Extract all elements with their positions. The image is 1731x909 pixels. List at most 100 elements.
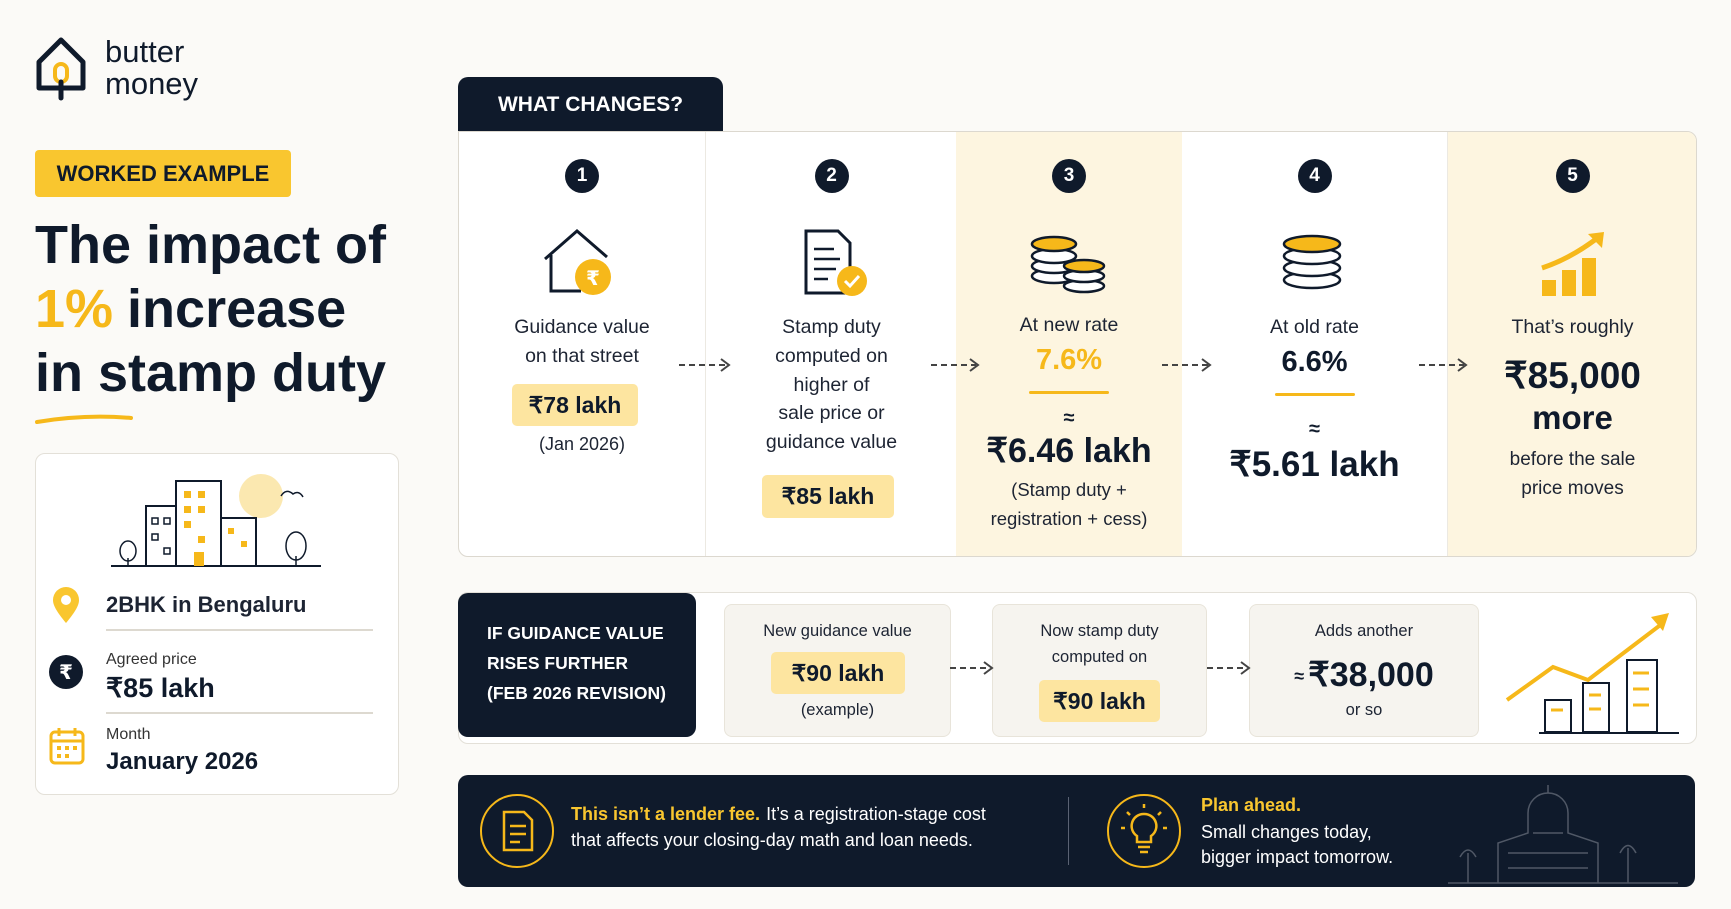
separator: [106, 629, 373, 631]
svg-text:₹: ₹: [59, 660, 73, 684]
plan-line: Small changes today,: [1201, 822, 1372, 842]
approx: ≈: [1294, 666, 1305, 687]
step-number: 3: [1052, 159, 1086, 193]
footer-text: This isn’t a lender fee. It’s a registrat…: [571, 804, 986, 826]
step: 5 That’s roughly ₹85,000 more before the…: [1447, 132, 1696, 556]
step-note: before the sale: [1509, 449, 1636, 470]
card-label: Now stamp duty: [1040, 622, 1159, 640]
month-label: Month: [106, 726, 151, 743]
title-line: in stamp duty: [35, 343, 387, 403]
location-icon: [53, 587, 79, 623]
rate: 7.6%: [1035, 344, 1103, 376]
card-note: (example): [800, 701, 875, 719]
example-card: 2BHK in Bengaluru ₹ Agreed price ₹85 lak…: [35, 453, 399, 795]
footer-line: It’s a registration-stage cost: [766, 804, 986, 824]
further-arrows: [950, 661, 1251, 675]
coins-icon: [1282, 234, 1342, 290]
further-card: Now stamp duty computed on ₹90 lakh: [992, 604, 1207, 737]
divider: [1068, 797, 1069, 865]
card-note: or so: [1345, 701, 1383, 719]
step-value: ₹5.61 lakh: [1229, 445, 1400, 484]
step-number: 1: [565, 159, 599, 193]
step-value: more: [1532, 399, 1613, 436]
title-line: The impact of: [35, 215, 387, 275]
step-note: (Stamp duty +: [1011, 479, 1127, 500]
separator: [106, 712, 373, 714]
further-title-box: IF GUIDANCE VALUE RISES FURTHER (FEB 202…: [458, 593, 696, 737]
step: 2 Stamp duty computed on higher of sale …: [705, 132, 957, 556]
logo-icon: [36, 37, 86, 101]
tag: WORKED EXAMPLE: [35, 150, 291, 197]
value-chip: ₹90 lakh: [1039, 680, 1160, 722]
svg-text:₹: ₹: [586, 266, 600, 290]
value-chip: ₹85 lakh: [762, 475, 894, 518]
further-title: (FEB 2026 REVISION): [487, 683, 666, 703]
card-value: ≈ ₹38,000: [1250, 655, 1478, 696]
title-text: increase: [127, 279, 347, 339]
step-value: ₹85,000: [1504, 355, 1641, 396]
step: 3 At new rate 7.6% ≈ ₹6.46 lakh (Stamp d…: [956, 132, 1182, 556]
house-icon: ₹: [544, 229, 611, 295]
value-chip: ₹78 lakh: [512, 384, 638, 426]
price-label: Agreed price: [106, 651, 197, 668]
step-note: registration + cess): [990, 508, 1148, 529]
month: January 2026: [106, 748, 259, 775]
calendar-icon: [49, 728, 85, 765]
step-note: price moves: [1521, 478, 1624, 499]
step-value: ₹6.46 lakh: [986, 432, 1152, 470]
step-label: higher of: [793, 374, 870, 396]
plan-title: Plan ahead.: [1201, 795, 1302, 815]
section-tab: WHAT CHANGES?: [458, 77, 723, 133]
step-label: computed on: [775, 345, 888, 367]
brand-line: butter: [105, 34, 185, 69]
bulb-icon: [1107, 794, 1181, 868]
step-note: (Jan 2026): [538, 434, 626, 454]
step-number: 4: [1297, 159, 1332, 193]
approx: ≈: [1309, 418, 1320, 440]
card-label: computed on: [1051, 648, 1148, 666]
card-label: Adds another: [1314, 622, 1414, 640]
title-underline: [35, 414, 133, 424]
step-number: 2: [814, 159, 849, 193]
value-chip: ₹90 lakh: [771, 652, 905, 694]
further-title: RISES FURTHER: [487, 653, 628, 673]
rate-underline: [1275, 393, 1355, 396]
further-card: New guidance value ₹90 lakh (example): [724, 604, 951, 737]
growth-illustration: [1505, 613, 1679, 734]
step-label: on that street: [525, 345, 639, 367]
step-label: sale price or: [778, 402, 885, 424]
rate: 6.6%: [1281, 346, 1348, 378]
approx: ≈: [1063, 407, 1075, 429]
rupee-icon: ₹: [49, 655, 83, 689]
further-card: Adds another ≈ ₹38,000 or so: [1249, 604, 1479, 737]
further-title: IF GUIDANCE VALUE: [487, 623, 664, 643]
flow-arrows: [679, 358, 1468, 372]
step-label: At old rate: [1270, 316, 1359, 338]
title-line: 1% increase: [35, 278, 346, 340]
footer-emphasis: This isn’t a lender fee.: [571, 804, 761, 824]
brand-line: money: [105, 66, 199, 101]
title-highlight: 1%: [35, 279, 114, 339]
changes-panel: 1 ₹ Guidance value on that street ₹78 la…: [458, 131, 1697, 557]
doc-icon: [480, 794, 554, 868]
plan-line: bigger impact tomorrow.: [1201, 847, 1394, 867]
card-label: New guidance value: [763, 622, 912, 640]
property: 2BHK in Bengaluru: [106, 592, 307, 617]
skyline-illustration: [1448, 785, 1678, 884]
step-number: 5: [1555, 159, 1590, 193]
footer-line: that affects your closing-day math and l…: [571, 830, 973, 850]
growth-icon: [1541, 232, 1604, 296]
footer: This isn’t a lender fee. It’s a registrat…: [458, 775, 1695, 887]
step-label: That’s roughly: [1511, 316, 1634, 338]
document-icon: [804, 229, 867, 296]
step-label: Stamp duty: [782, 316, 881, 338]
step-label: guidance value: [765, 431, 898, 453]
coins-icon: [1030, 235, 1106, 294]
step: 4 At old rate 6.6% ≈ ₹5.61 lakh: [1182, 132, 1447, 556]
card-value-text: ₹38,000: [1308, 656, 1434, 694]
price: ₹85 lakh: [106, 673, 215, 703]
city-illustration: [111, 474, 321, 567]
rate-underline: [1029, 391, 1109, 394]
